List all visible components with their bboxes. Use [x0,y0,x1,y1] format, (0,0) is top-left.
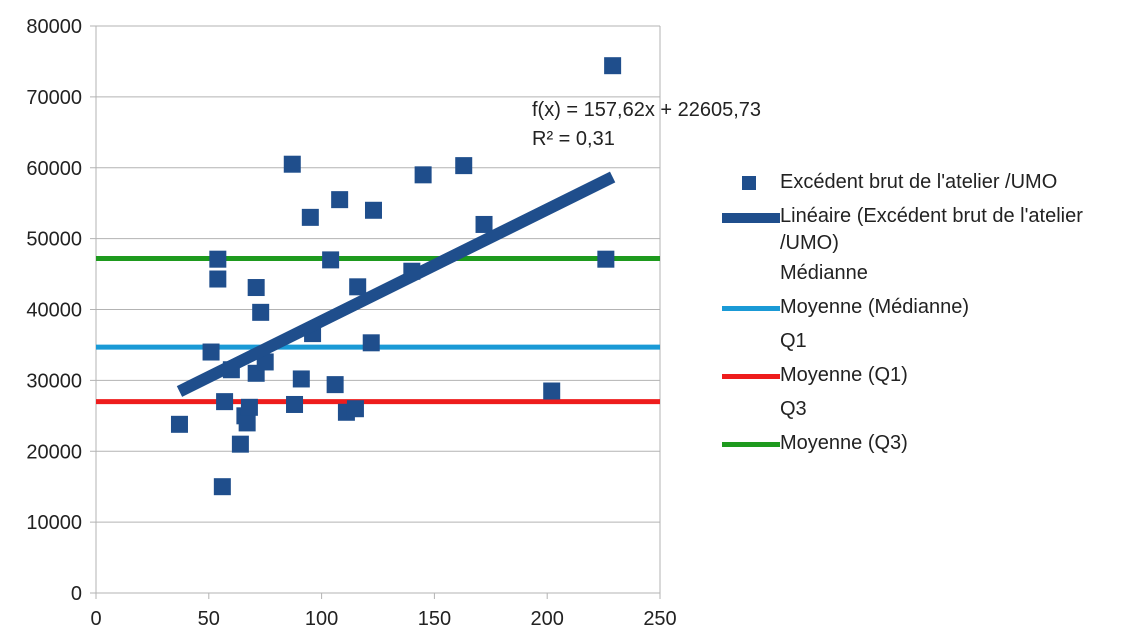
legend-item: Médianne [722,257,1132,291]
data-point [202,343,220,361]
data-point [286,395,304,413]
legend-item: Excédent brut de l'atelier /UMO [722,166,1132,200]
legend-label: Excédent brut de l'atelier /UMO [780,171,1058,193]
y-tick-label: 0 [71,583,82,605]
data-point [209,250,227,268]
data-point [414,166,432,184]
legend-label: Moyenne (Médianne) [780,296,969,318]
data-point [326,376,344,394]
legend-line-marker [722,374,780,379]
y-tick-label: 30000 [26,370,82,392]
y-tick-label: 80000 [26,16,82,38]
y-tick-label: 50000 [26,229,82,251]
legend-item: Q1 [722,325,1132,359]
legend-label: Linéaire (Excédent brut de l'atelier /UM… [780,205,1083,254]
data-point [209,270,227,288]
y-tick-label: 60000 [26,158,82,180]
legend-line-marker [722,306,780,311]
trendline-group [176,171,616,397]
data-point [475,215,493,233]
data-point [597,250,615,268]
x-tick-label: 200 [531,608,564,630]
data-point [170,415,188,433]
legend-symbol [722,325,780,359]
legend-line-marker [722,213,780,223]
x-tick-label: 250 [643,608,676,630]
legend: Excédent brut de l'atelier /UMO Linéaire … [722,166,1132,461]
x-axis-ticks: 0 50 100 150 200 250 [90,608,676,630]
data-point [231,435,249,453]
data-point [247,279,265,297]
x-tick-label: 150 [418,608,451,630]
legend-label: Moyenne (Q3) [780,432,908,454]
legend-symbol [722,257,780,291]
data-point [346,400,364,418]
x-tick-label: 50 [198,608,220,630]
data-point [543,382,561,400]
data-point [213,478,231,496]
data-point [364,201,382,219]
trendline [176,171,616,397]
legend-label: Q3 [780,398,807,420]
data-points [170,57,622,496]
data-point [322,251,340,269]
trendline-r2: R² = 0,31 [532,128,615,150]
y-axis-ticks: 0 10000 20000 30000 40000 50000 60000 70000 8000… [26,16,82,605]
data-point [292,370,310,388]
x-tick-label: 100 [305,608,338,630]
legend-symbol [722,427,780,461]
y-tick-label: 10000 [26,512,82,534]
data-point [331,191,349,209]
grid-lines [90,25,661,599]
legend-label: Moyenne (Q1) [780,364,908,386]
data-point [301,208,319,226]
y-tick-label: 20000 [26,441,82,463]
legend-symbol [722,200,780,234]
legend-symbol [722,359,780,393]
data-point [216,393,234,411]
legend-symbol [722,291,780,325]
trendline-equation: f(x) = 157,62x + 22605,73 [532,99,761,121]
y-tick-label: 40000 [26,300,82,322]
legend-label: Q1 [780,330,807,352]
data-point [240,398,258,416]
x-tick-label: 0 [90,608,101,630]
legend-item: Moyenne (Q3) [722,427,1132,461]
data-point [283,155,301,173]
data-point [349,278,367,296]
data-point [238,414,256,432]
legend-item: Linéaire (Excédent brut de l'atelier /UM… [722,200,1132,257]
legend-symbol [722,393,780,427]
data-point [455,157,473,175]
legend-square-marker [742,176,756,190]
y-tick-label: 70000 [26,87,82,109]
legend-item: Q3 [722,393,1132,427]
legend-item: Moyenne (Médianne) [722,291,1132,325]
data-point [604,57,622,75]
legend-symbol [722,166,780,200]
data-point [252,303,270,321]
legend-line-marker [722,442,780,447]
data-point [362,334,380,352]
legend-label: Médianne [780,262,868,284]
legend-item: Moyenne (Q1) [722,359,1132,393]
